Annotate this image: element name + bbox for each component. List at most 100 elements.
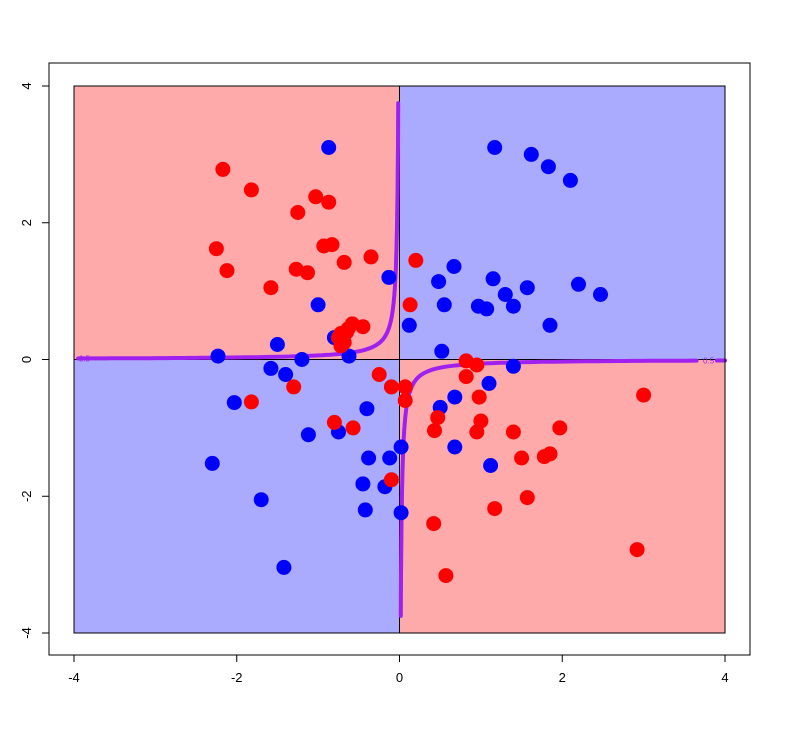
blue-point	[253, 492, 269, 508]
blue-point	[226, 395, 242, 411]
x-tick-label: 4	[721, 670, 728, 685]
blue-point	[393, 439, 409, 455]
red-point	[471, 389, 487, 405]
y-tick-label: -4	[19, 627, 34, 639]
blue-point	[359, 401, 375, 417]
red-point	[355, 319, 371, 335]
red-point	[208, 241, 224, 257]
blue-point	[401, 317, 417, 333]
blue-point	[300, 427, 316, 443]
blue-point	[355, 476, 371, 492]
blue-point	[382, 450, 398, 466]
blue-point	[436, 297, 452, 313]
red-point	[552, 420, 568, 436]
blue-point	[487, 140, 503, 155]
red-point	[469, 424, 485, 440]
red-point	[300, 265, 315, 281]
red-point	[308, 189, 324, 205]
red-point	[629, 542, 645, 558]
red-point	[243, 182, 259, 198]
blue-point	[523, 146, 539, 162]
blue-point	[381, 269, 397, 285]
red-point	[321, 194, 337, 210]
blue-point	[505, 298, 521, 314]
blue-point	[278, 367, 294, 382]
blue-point	[269, 337, 285, 352]
blue-point	[321, 140, 337, 155]
contour-label-left: 0.5	[79, 354, 91, 363]
red-point	[397, 393, 413, 408]
red-point	[219, 263, 235, 279]
blue-point	[479, 301, 495, 317]
blue-point	[571, 276, 586, 292]
red-point	[363, 249, 379, 265]
red-point	[536, 449, 552, 465]
red-point	[371, 367, 387, 382]
red-point	[243, 394, 259, 410]
red-point	[519, 490, 535, 506]
blue-point	[434, 343, 450, 359]
blue-point	[310, 297, 326, 313]
red-point	[383, 379, 399, 395]
y-tick-label: 4	[19, 82, 34, 89]
blue-point	[505, 358, 521, 374]
blue-point	[562, 172, 578, 188]
blue-point	[431, 274, 447, 290]
red-point	[408, 252, 424, 268]
red-point	[402, 297, 418, 313]
red-point	[345, 420, 361, 436]
blue-point	[481, 375, 497, 391]
red-point	[427, 423, 442, 439]
blue-point	[483, 458, 499, 473]
blue-point	[204, 455, 220, 471]
axes: -4 -2 0 2 4 -4 -2 0 2 4	[19, 82, 729, 685]
region-top-left	[74, 86, 400, 360]
contour-label-right: 0.5	[703, 357, 715, 366]
blue-point	[276, 559, 292, 575]
red-point	[514, 450, 530, 466]
y-tick-label: -2	[19, 490, 34, 502]
red-point	[487, 501, 503, 517]
red-point	[336, 254, 352, 270]
blue-point	[519, 280, 535, 296]
red-point	[397, 379, 413, 395]
classification-regions	[74, 86, 725, 633]
red-point	[636, 387, 652, 403]
y-tick-label: 0	[19, 356, 34, 363]
red-point	[426, 516, 442, 532]
region-bottom-right	[399, 359, 725, 633]
region-top-right	[399, 86, 725, 360]
blue-point	[210, 348, 226, 364]
blue-point	[446, 259, 462, 274]
red-point	[324, 237, 340, 253]
contour-branch-upper-left	[76, 101, 401, 361]
blue-point	[485, 271, 501, 287]
x-tick-label: 2	[559, 670, 566, 685]
red-point	[383, 472, 399, 488]
red-point	[326, 414, 342, 430]
red-point	[438, 568, 454, 584]
blue-point	[294, 352, 310, 367]
red-point	[505, 424, 521, 440]
blue-point	[263, 360, 279, 376]
blue-point	[393, 505, 409, 521]
red-point	[263, 280, 279, 296]
red-point	[286, 379, 302, 395]
red-point	[333, 338, 349, 354]
y-tick-label: 2	[19, 219, 34, 226]
blue-point	[540, 159, 556, 175]
red-point	[215, 161, 231, 177]
x-tick-label: 0	[396, 670, 403, 685]
red-point	[458, 369, 474, 385]
data-points	[204, 140, 652, 584]
blue-point	[447, 389, 463, 405]
blue-point	[542, 317, 558, 333]
x-tick-label: -4	[68, 670, 80, 685]
blue-point	[447, 439, 463, 455]
red-point	[290, 205, 306, 220]
blue-point	[593, 287, 608, 302]
red-point	[469, 357, 485, 373]
blue-point	[361, 450, 377, 466]
blue-point	[497, 287, 513, 302]
